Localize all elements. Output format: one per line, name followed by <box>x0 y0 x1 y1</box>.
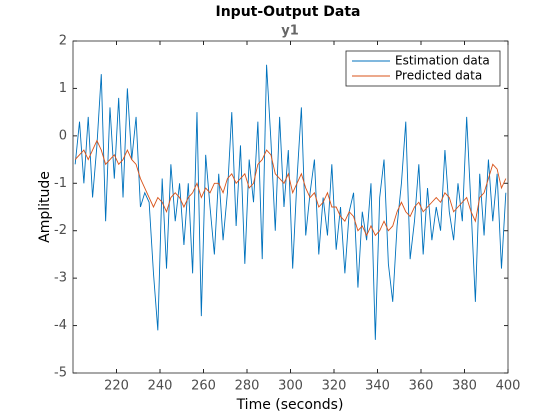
y-tick-label: 1 <box>59 81 67 96</box>
x-tick-label: 400 <box>496 379 521 394</box>
y-tick-label: 0 <box>59 128 67 143</box>
data-line <box>74 64 507 340</box>
x-tick-label: 240 <box>148 379 173 394</box>
y-tick-label: -4 <box>54 318 67 333</box>
y-tick-label: -5 <box>54 366 67 381</box>
x-tick-label: 300 <box>278 379 303 394</box>
data-line <box>74 139 507 237</box>
x-axis-label: Time (seconds) <box>236 397 344 413</box>
x-tick-label: 360 <box>409 379 434 394</box>
y-tick-label: 2 <box>59 34 67 49</box>
legend-label: Estimation data <box>395 54 490 68</box>
legend-label: Predicted data <box>395 69 482 83</box>
y-tick-label: -2 <box>54 223 67 238</box>
x-tick-label: 280 <box>235 379 260 394</box>
x-tick-label: 380 <box>452 379 477 394</box>
x-tick-label: 220 <box>104 379 129 394</box>
legend-box <box>345 50 501 87</box>
y-axis-label: Amplitude <box>37 171 53 243</box>
axes-box <box>72 40 509 374</box>
x-tick-label: 260 <box>191 379 216 394</box>
x-tick-label: 340 <box>365 379 390 394</box>
y-tick-label: -3 <box>54 271 67 286</box>
y-tick-label: -1 <box>54 176 67 191</box>
chart-subtitle: y1 <box>281 24 299 39</box>
x-tick-label: 320 <box>322 379 347 394</box>
chart-title: Input-Output Data <box>216 4 361 20</box>
